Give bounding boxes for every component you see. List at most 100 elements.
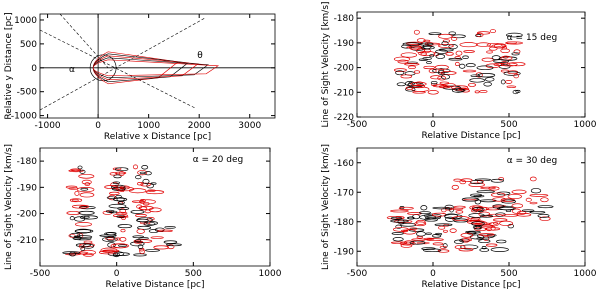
contour-line bbox=[409, 227, 418, 230]
contour-line bbox=[415, 48, 425, 54]
contour-line bbox=[397, 59, 409, 64]
contour-line bbox=[516, 213, 532, 217]
contour-line bbox=[72, 199, 79, 202]
contour-line bbox=[485, 207, 501, 211]
annotation: α bbox=[69, 65, 75, 75]
contour-line bbox=[438, 225, 446, 230]
contour-line bbox=[461, 197, 480, 202]
contour-line bbox=[451, 184, 459, 190]
contour-line bbox=[471, 205, 484, 211]
contour-line bbox=[491, 44, 506, 49]
contour-line bbox=[450, 207, 464, 211]
contour-line bbox=[76, 186, 95, 193]
contour-line bbox=[451, 88, 465, 93]
contour-line bbox=[390, 209, 409, 213]
contour-line bbox=[478, 211, 491, 217]
contour-line bbox=[486, 42, 503, 48]
plot-frame bbox=[356, 147, 586, 267]
contour-line bbox=[402, 42, 421, 46]
contour-line bbox=[455, 210, 464, 214]
contour-line bbox=[428, 68, 437, 74]
contour-line bbox=[395, 216, 405, 219]
contour-line bbox=[137, 182, 144, 186]
contour-line bbox=[441, 41, 449, 46]
contour-line bbox=[130, 209, 145, 214]
contour-line bbox=[508, 62, 526, 67]
contour-line bbox=[529, 176, 537, 182]
contour-line bbox=[476, 31, 491, 35]
contour-line bbox=[113, 213, 128, 218]
contour-line bbox=[445, 216, 456, 222]
contour-line bbox=[135, 175, 142, 180]
contour-line bbox=[477, 179, 484, 184]
contour-line bbox=[476, 65, 494, 71]
contour-line bbox=[537, 213, 550, 218]
contour-line bbox=[137, 244, 144, 249]
contour-line bbox=[128, 188, 147, 194]
contour-line bbox=[423, 65, 436, 70]
contour-line bbox=[505, 209, 512, 213]
contour-line bbox=[479, 199, 497, 203]
contour-line bbox=[492, 204, 505, 209]
contour-line bbox=[480, 186, 496, 190]
y-tick-label: -180 bbox=[334, 218, 355, 228]
contour-line bbox=[493, 59, 510, 63]
contour-line bbox=[410, 81, 427, 87]
contour-line bbox=[432, 206, 451, 210]
contour-line bbox=[451, 216, 470, 221]
contour-line bbox=[116, 215, 125, 218]
contour-line bbox=[141, 165, 149, 170]
contour-line bbox=[483, 235, 490, 241]
x-tick-label: -500 bbox=[347, 120, 368, 130]
contour-line bbox=[69, 251, 77, 257]
contour-line bbox=[74, 190, 80, 196]
contour-line bbox=[460, 89, 470, 93]
contour-line bbox=[390, 216, 403, 220]
contour-line bbox=[398, 206, 414, 210]
plot-frame bbox=[39, 13, 276, 119]
contour-line bbox=[73, 235, 93, 239]
contour-line bbox=[142, 178, 150, 185]
contour-line bbox=[119, 237, 127, 242]
contour-line bbox=[476, 42, 492, 47]
contour-line bbox=[414, 221, 427, 227]
contour-line bbox=[435, 232, 443, 236]
contour-line bbox=[420, 205, 428, 211]
annotation: α = 30 deg bbox=[507, 156, 557, 166]
contour-line bbox=[490, 226, 496, 231]
contour-line bbox=[459, 179, 467, 185]
contour-line bbox=[136, 228, 145, 234]
contour-line bbox=[481, 57, 494, 62]
contour-line bbox=[491, 55, 501, 60]
contour-line bbox=[468, 182, 486, 187]
contour-line bbox=[118, 201, 125, 205]
contour-line bbox=[79, 215, 98, 220]
contour-line bbox=[416, 231, 426, 237]
contour-line bbox=[395, 224, 402, 229]
x-tick-label: -500 bbox=[347, 269, 368, 279]
contour-line bbox=[496, 191, 511, 196]
contour-line bbox=[470, 74, 481, 78]
contour-line bbox=[507, 223, 514, 229]
contour-line bbox=[484, 77, 495, 82]
contour-line bbox=[460, 232, 474, 238]
contour-line bbox=[505, 32, 523, 38]
plot-contours bbox=[393, 29, 526, 95]
contour-line bbox=[135, 213, 147, 218]
contour-line bbox=[108, 203, 127, 209]
contour-line bbox=[438, 33, 453, 39]
contour-line bbox=[448, 44, 458, 50]
contour-line bbox=[92, 59, 220, 77]
contour-line bbox=[393, 68, 407, 72]
contour-line bbox=[426, 61, 432, 64]
contour-line bbox=[511, 52, 520, 56]
contour-line bbox=[467, 83, 477, 87]
contour-line bbox=[426, 42, 441, 46]
contour-line bbox=[137, 225, 152, 230]
contour-line bbox=[166, 243, 182, 247]
contour-line bbox=[74, 222, 92, 227]
contour-line bbox=[467, 220, 485, 225]
contour-line bbox=[68, 233, 76, 238]
y-tick-label: -200 bbox=[17, 210, 38, 220]
contour-line bbox=[102, 236, 118, 242]
